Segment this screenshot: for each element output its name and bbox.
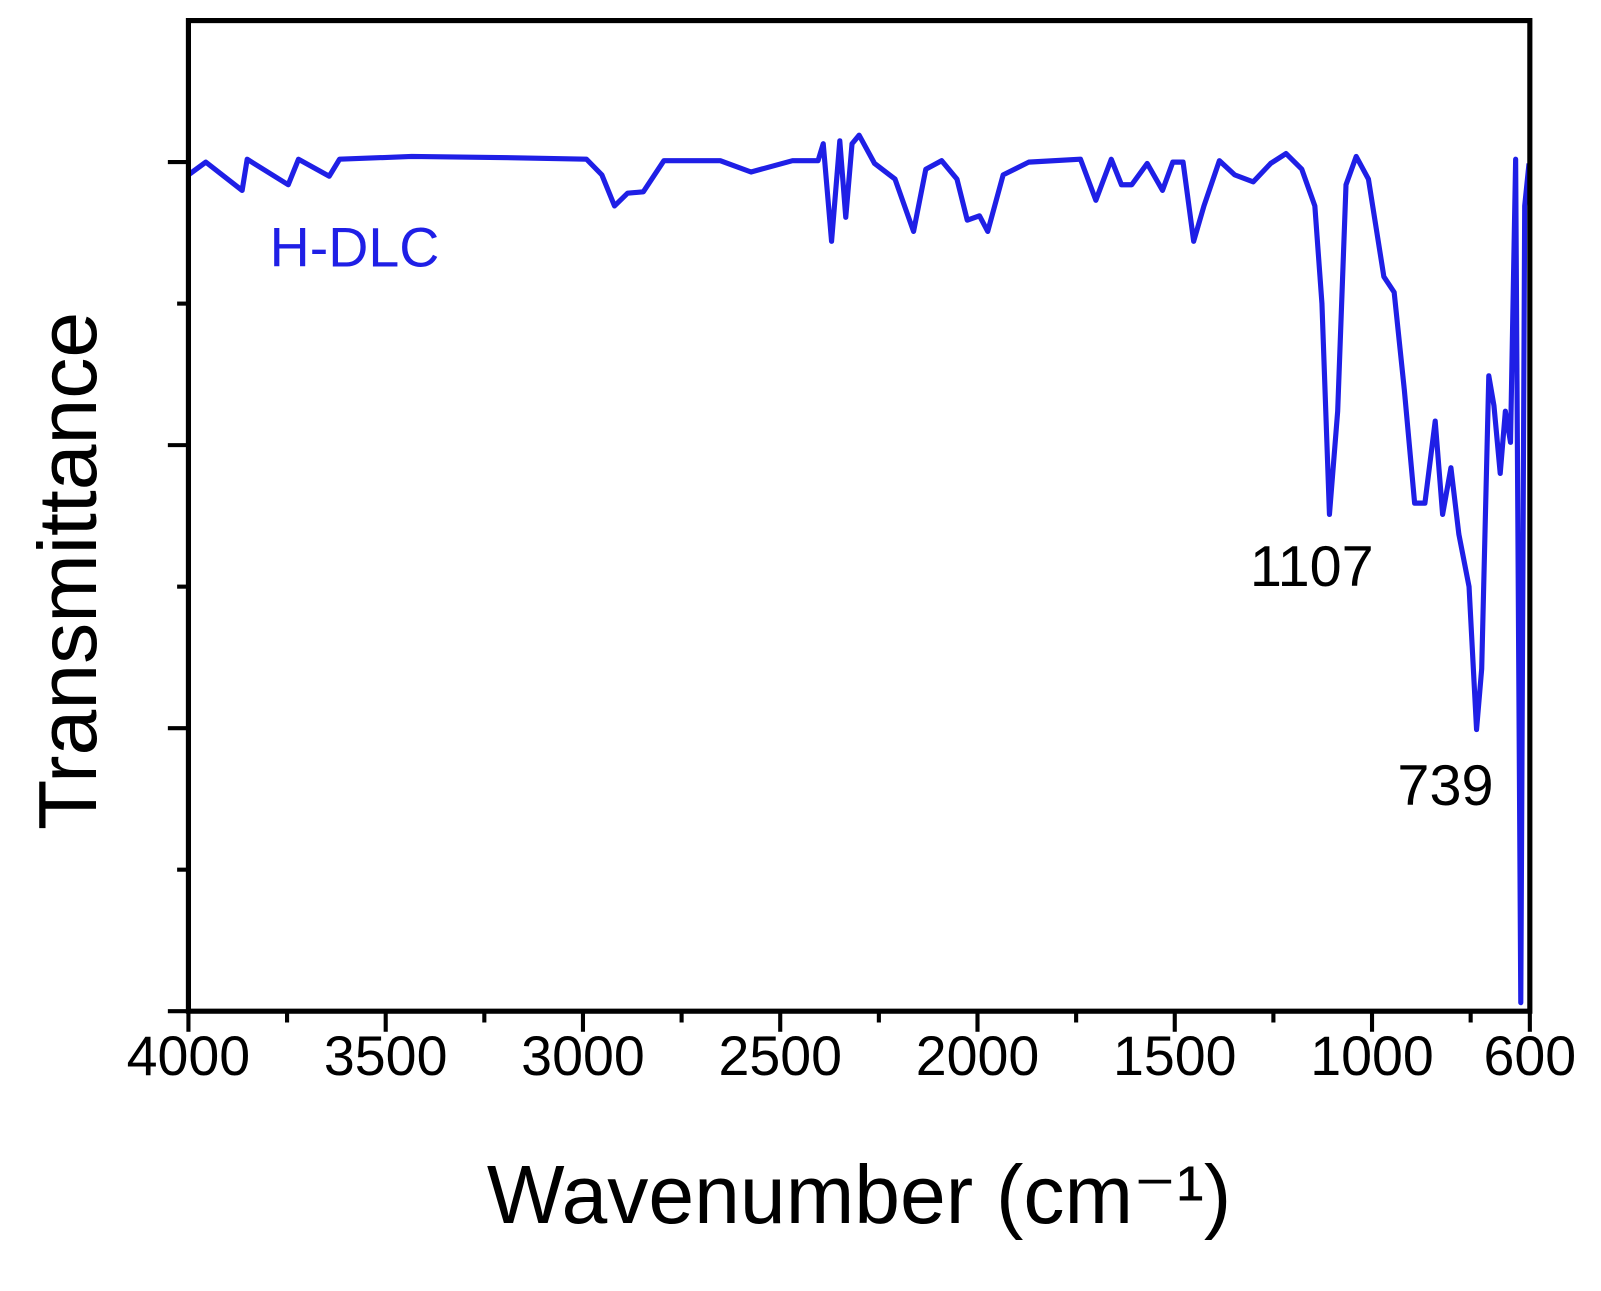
x-tick-label: 3500 (324, 1025, 448, 1087)
x-tick-label: 600 (1484, 1025, 1577, 1087)
y-axis-label: Transmittance (23, 312, 114, 830)
x-tick-label: 2000 (916, 1025, 1040, 1087)
x-tick-label: 1500 (1113, 1025, 1237, 1087)
x-tick-label: 4000 (127, 1025, 251, 1087)
spectrum-line (186, 132, 1532, 1006)
peak-label: 739 (1397, 754, 1493, 818)
plot-frame (185, 18, 1533, 1014)
peak-label: 1107 (1250, 535, 1374, 599)
x-axis-label: Wavenumber (cm⁻¹) (487, 1150, 1231, 1241)
series-label: H-DLC (270, 217, 440, 279)
x-tick-label: 1000 (1310, 1025, 1434, 1087)
x-tick-label: 2500 (718, 1025, 842, 1087)
x-tick-label: 3000 (521, 1025, 645, 1087)
